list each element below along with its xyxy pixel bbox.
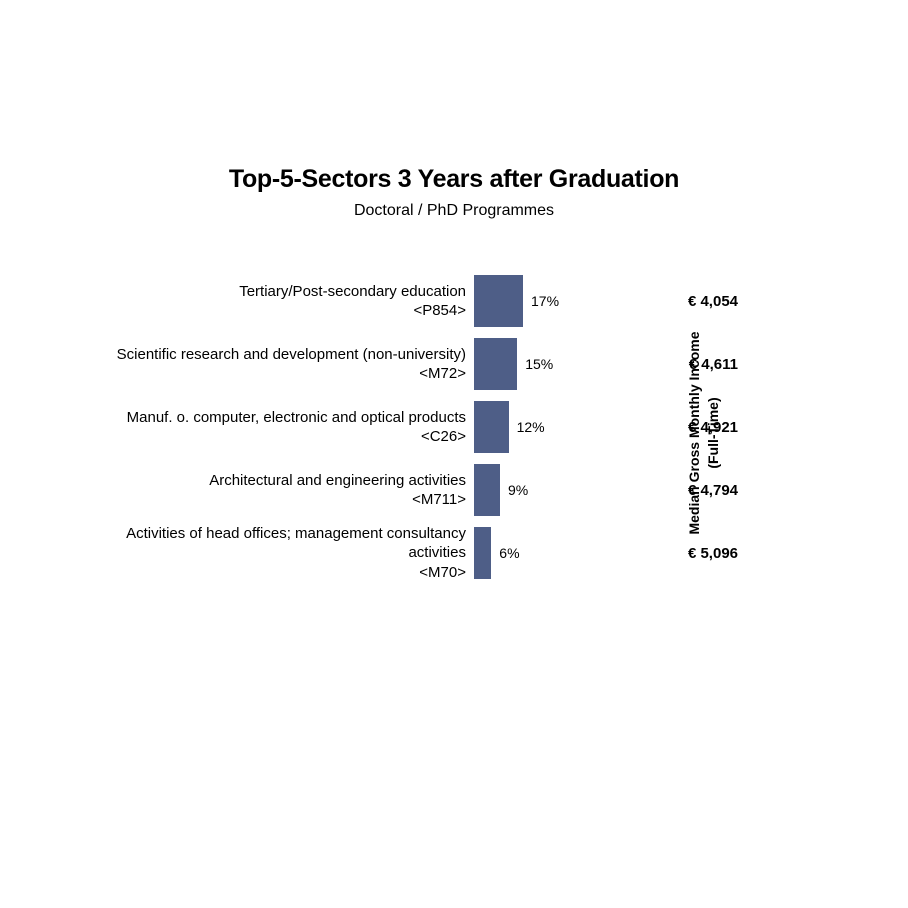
row-label-line2: <P854>: [74, 301, 466, 321]
axis-label-line1: Median Gross Monthly Income: [686, 331, 702, 534]
bar: [474, 338, 517, 390]
chart-container: Top-5-Sectors 3 Years after Graduation D…: [0, 0, 908, 908]
bar-chart: Tertiary/Post-secondary education<P854> 1…: [74, 275, 834, 590]
row-label: Manuf. o. computer, electronic and optic…: [74, 401, 474, 453]
row-label-line1: Tertiary/Post-secondary education: [74, 282, 466, 302]
bar-percent-label: 17%: [531, 293, 559, 309]
row-label-line1: Architectural and engineering activities: [74, 471, 466, 491]
bar-percent-label: 12%: [517, 419, 545, 435]
row-label-line1: Scientific research and development (non…: [74, 345, 466, 365]
row-label-line2: <M72>: [74, 364, 466, 384]
bar: [474, 275, 523, 327]
bar-percent-label: 15%: [525, 356, 553, 372]
chart-title: Top-5-Sectors 3 Years after Graduation: [229, 165, 679, 194]
bar-cell: 6%: [474, 527, 604, 579]
row-label-line2: <M711>: [74, 490, 466, 510]
bar: [474, 527, 491, 579]
row-label-line2: <M70>: [74, 563, 466, 583]
y-axis-label: Median Gross Monthly Income (Full-Time): [685, 283, 723, 583]
row-label-line1: Activities of head offices; management c…: [74, 524, 466, 563]
row-label: Activities of head offices; management c…: [74, 527, 474, 579]
row-label: Tertiary/Post-secondary education<P854>: [74, 275, 474, 327]
bar-cell: 12%: [474, 401, 604, 453]
bar-percent-label: 9%: [508, 482, 528, 498]
row-label: Scientific research and development (non…: [74, 338, 474, 390]
row-label: Architectural and engineering activities…: [74, 464, 474, 516]
bar: [474, 464, 500, 516]
bar-cell: 17%: [474, 275, 604, 327]
bar: [474, 401, 509, 453]
row-label-line1: Manuf. o. computer, electronic and optic…: [74, 408, 466, 428]
bar-percent-label: 6%: [499, 545, 519, 561]
row-label-line2: <C26>: [74, 427, 466, 447]
chart-subtitle: Doctoral / PhD Programmes: [354, 202, 554, 220]
bar-cell: 15%: [474, 338, 604, 390]
bar-cell: 9%: [474, 464, 604, 516]
axis-label-line2: (Full-Time): [705, 397, 721, 468]
